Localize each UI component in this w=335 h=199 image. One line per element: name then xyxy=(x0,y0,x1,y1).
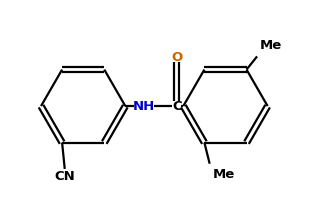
Text: O: O xyxy=(171,51,182,64)
Text: C: C xyxy=(172,100,182,113)
Text: CN: CN xyxy=(54,170,75,183)
Text: NH: NH xyxy=(133,100,155,113)
Text: Me: Me xyxy=(260,39,282,53)
Text: Me: Me xyxy=(212,168,234,181)
